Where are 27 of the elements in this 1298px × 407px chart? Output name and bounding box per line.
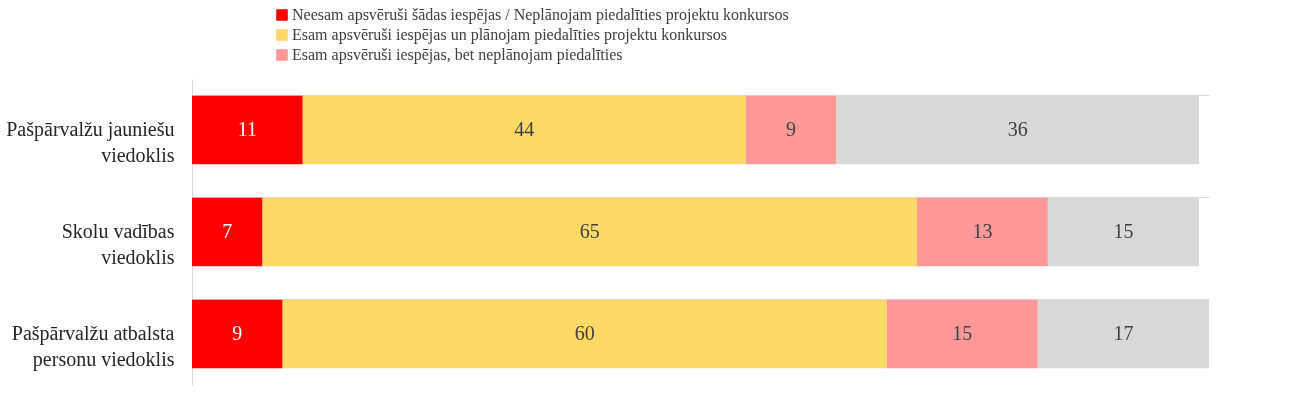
legend-label: Esam apsvēruši iespējas, bet neplānojam piedalīties <box>292 46 623 64</box>
bar <box>192 197 263 267</box>
data-label: 60 <box>574 322 595 344</box>
bar <box>192 299 283 369</box>
bar <box>916 197 1048 267</box>
bar <box>192 95 303 165</box>
data-label: 15 <box>952 322 973 344</box>
data-label: 15 <box>1113 220 1134 242</box>
bar <box>282 299 887 369</box>
data-label: 9 <box>232 322 243 344</box>
data-label: 9 <box>786 118 797 140</box>
bar <box>262 197 917 267</box>
bar <box>302 95 746 165</box>
bar <box>745 95 837 165</box>
y-tick-label: Pašpārvalžu atbalsta personu viedoklis <box>11 322 175 371</box>
data-label: 44 <box>514 118 535 140</box>
legend-label: Esam apsvēruši iespējas un plānojam piedalīties projektu konkursos <box>292 26 728 44</box>
data-label: 65 <box>579 220 600 242</box>
data-label: 17 <box>1113 322 1134 344</box>
data-label: 11 <box>237 118 258 140</box>
data-label: 13 <box>972 220 993 242</box>
data-label: 7 <box>222 220 233 242</box>
y-tick-label: Skolu vadības viedoklis <box>61 220 175 268</box>
data-label: 36 <box>1007 118 1028 140</box>
y-tick-label: Pašpārvalžu jauniešu viedoklis <box>6 118 175 166</box>
legend-label: Neesam apsvēruši šādas iespējas / Neplānojam piedalīties projektu konkursos <box>292 6 789 24</box>
bar <box>886 299 1038 369</box>
